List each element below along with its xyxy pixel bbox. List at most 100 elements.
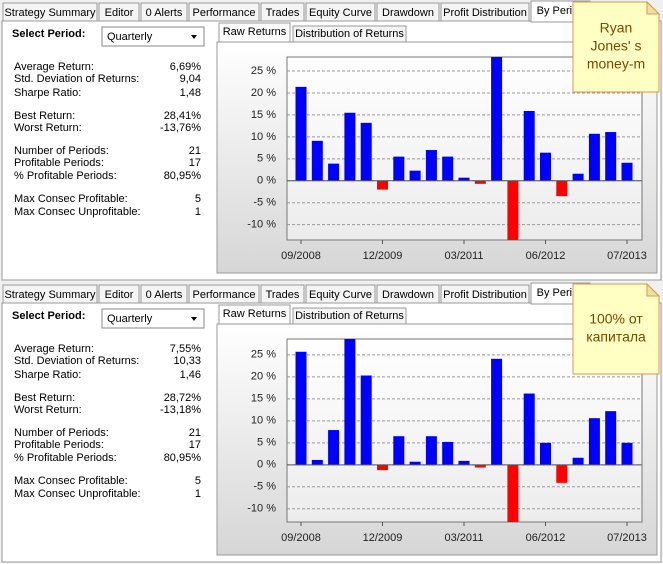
note-fold [646, 282, 661, 297]
dropdown-arrow [191, 35, 197, 39]
tab[interactable] [140, 2, 188, 22]
note-text: 100% от [589, 311, 643, 327]
stat-value: 17 [189, 439, 201, 451]
bar [491, 358, 503, 465]
tab[interactable] [305, 2, 376, 22]
stat-label: Average Return: [14, 61, 94, 73]
tab[interactable] [98, 284, 140, 304]
stat-label: Std. Deviation of Returns: [14, 355, 139, 367]
bar [572, 173, 584, 181]
note-text: money-m [587, 56, 645, 72]
y-tick-label: -10 % [247, 503, 276, 515]
note-text: Ryan [600, 20, 633, 36]
stat-label: % Profitable Periods: [14, 452, 117, 464]
y-tick-label: 20 % [251, 371, 276, 383]
tab-label: Trades [266, 7, 300, 19]
bars [295, 57, 633, 240]
bar [458, 177, 470, 181]
stat-value: 80,95% [164, 452, 202, 464]
x-tick-label: 12/2009 [363, 250, 403, 262]
chart-tab[interactable] [292, 25, 407, 43]
tab-label: Equity Curve [309, 7, 372, 19]
tab[interactable] [260, 2, 305, 22]
bar [393, 156, 405, 181]
stat-label: Profitable Periods: [14, 157, 104, 169]
stat-label: Best Return: [14, 110, 75, 122]
bar [556, 464, 568, 483]
y-tick-label: 10 % [251, 131, 276, 143]
chart-tab[interactable] [218, 304, 291, 325]
x-tick-label: 07/2013 [607, 250, 647, 262]
bar [425, 150, 437, 181]
dropdown[interactable] [101, 308, 205, 329]
stat-value: 80,95% [164, 170, 202, 182]
tab-label: Drawdown [382, 289, 434, 301]
tab[interactable] [305, 284, 376, 304]
note-text: капитала [586, 329, 646, 345]
y-tick-label: 5 % [257, 437, 276, 449]
bar [295, 351, 307, 465]
stat-value: 5 [195, 193, 201, 205]
bar [425, 436, 437, 465]
note [572, 1, 660, 93]
select-label: Select Period: [12, 310, 85, 322]
stat-value: 17 [189, 157, 201, 169]
stat-label: Sharpe Ratio: [14, 87, 81, 99]
bar [360, 122, 372, 181]
stat-label: Number of Periods: [14, 145, 109, 157]
stat-label: Sharpe Ratio: [14, 369, 81, 381]
tab-label: Strategy Summary [4, 7, 96, 19]
bar [393, 436, 405, 465]
bar [605, 132, 617, 181]
tab[interactable] [440, 2, 530, 22]
bar [409, 461, 421, 465]
bar [328, 430, 340, 465]
tab[interactable] [2, 2, 98, 22]
stat-value: 28,72% [164, 392, 202, 404]
bar [442, 156, 454, 181]
chart-tab[interactable] [292, 307, 407, 325]
tab[interactable] [2, 284, 98, 304]
tab[interactable] [140, 284, 188, 304]
stat-value: 9,04 [180, 73, 201, 85]
dropdown-arrow [191, 317, 197, 321]
bars [295, 339, 633, 522]
stat-value: 7,55% [170, 343, 201, 355]
x-tick-label: 09/2008 [281, 532, 321, 544]
dropdown[interactable] [101, 26, 205, 47]
tab-label: Editor [105, 289, 134, 301]
stat-label: Max Consec Unprofitable: [14, 488, 141, 500]
y-tick-label: 15 % [251, 109, 276, 121]
dropdown-value: Quarterly [107, 31, 153, 43]
tab[interactable] [440, 284, 530, 304]
tab[interactable] [188, 284, 260, 304]
y-tick-label: -5 % [253, 481, 276, 493]
tab[interactable] [376, 284, 440, 304]
bar [311, 459, 323, 465]
bar [474, 180, 486, 184]
y-tick-label: 20 % [251, 87, 276, 99]
bar [377, 464, 388, 471]
bar [588, 418, 600, 465]
bar [344, 339, 356, 465]
tab[interactable] [376, 2, 440, 22]
note-text: Jones' s [591, 38, 642, 54]
chart-tab[interactable] [218, 22, 291, 43]
bar [621, 442, 633, 465]
x-tick-label: 06/2012 [526, 250, 566, 262]
y-tick-label: 5 % [257, 153, 276, 165]
panel: Strategy Summary Editor 0 Alerts Performanc… [0, 0, 663, 282]
stat-label: % Profitable Periods: [14, 170, 117, 182]
bar [507, 464, 519, 522]
stat-label: Number of Periods: [14, 427, 109, 439]
tab[interactable] [98, 2, 140, 22]
chart-tab-label: Raw Returns [223, 26, 287, 38]
bar [311, 140, 323, 181]
bar [540, 442, 551, 465]
bar [344, 112, 356, 181]
x-tick-label: 07/2013 [607, 532, 647, 544]
stat-label: Worst Return: [14, 404, 82, 416]
tab[interactable] [260, 284, 305, 304]
tab[interactable] [188, 2, 260, 22]
y-tick-label: -5 % [253, 197, 276, 209]
